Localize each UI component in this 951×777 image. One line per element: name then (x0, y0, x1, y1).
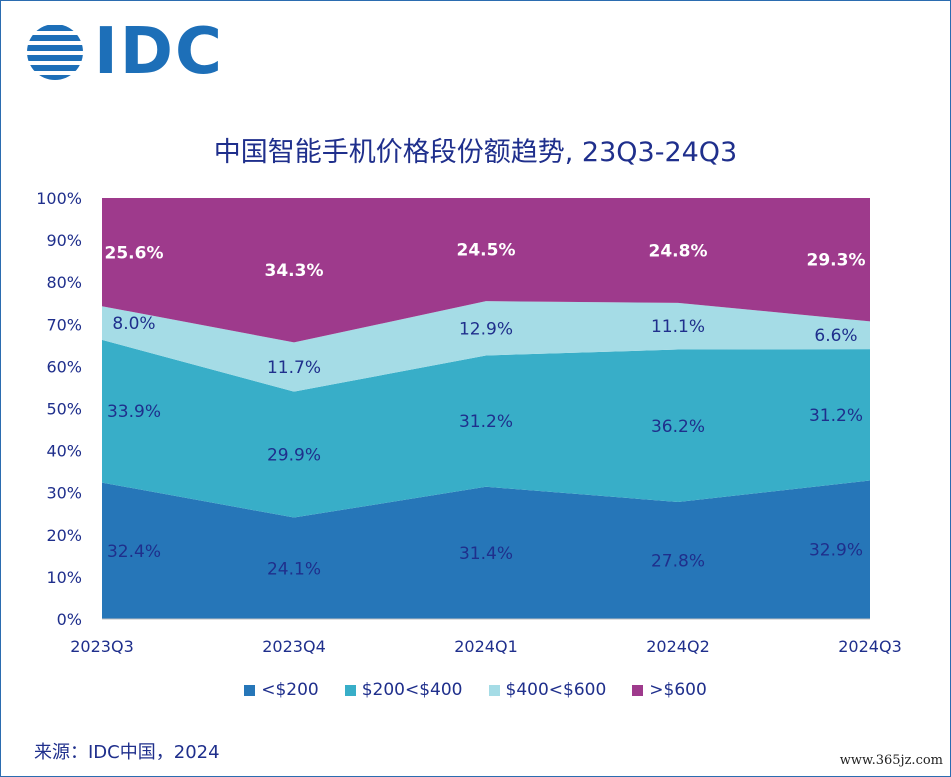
x-tick-label: 2024Q2 (646, 637, 710, 656)
y-tick-label: 30% (46, 484, 82, 503)
legend-swatch (244, 684, 256, 696)
y-tick-label: 90% (46, 231, 82, 250)
data-label: 12.9% (459, 319, 513, 339)
area-series-2 (102, 301, 870, 392)
x-tick-label: 2024Q1 (454, 637, 518, 656)
data-label: 31.2% (809, 406, 863, 426)
y-tick-label: 60% (46, 357, 82, 376)
chart-legend: <$200 $200<$400 $400<$600 >$600 (0, 680, 951, 700)
data-label: 24.8% (649, 242, 708, 262)
data-label: 11.1% (651, 317, 705, 337)
legend-item: $200<$400 (344, 680, 463, 700)
y-tick-label: 0% (57, 610, 82, 629)
logo-text: IDC (94, 15, 224, 89)
data-label: 31.4% (459, 544, 513, 564)
data-label: 31.2% (459, 412, 513, 432)
area-series-0 (102, 480, 870, 619)
area-series-1 (102, 339, 870, 518)
data-label: 27.8% (651, 551, 705, 571)
x-tick-label: 2023Q3 (70, 637, 134, 656)
data-label: 11.7% (267, 358, 321, 378)
legend-item: >$600 (632, 680, 707, 700)
data-label: 6.6% (814, 326, 857, 346)
y-tick-label: 80% (46, 273, 82, 292)
data-label: 33.9% (107, 402, 161, 422)
data-label: 36.2% (651, 417, 705, 437)
legend-swatch (488, 684, 500, 696)
data-label: 24.5% (457, 241, 516, 261)
y-tick-label: 50% (46, 400, 82, 419)
data-label: 24.1% (267, 559, 321, 579)
legend-item: <$200 (244, 680, 319, 700)
idc-globe-icon (27, 25, 83, 80)
y-tick-label: 10% (46, 568, 82, 587)
area-series-3 (102, 198, 870, 343)
data-label: 25.6% (105, 243, 164, 263)
data-label: 32.4% (107, 542, 161, 562)
y-tick-label: 70% (46, 315, 82, 334)
x-tick-label: 2024Q3 (838, 637, 902, 656)
y-tick-label: 100% (36, 189, 82, 208)
legend-label: $200<$400 (361, 680, 463, 700)
data-label: 8.0% (112, 314, 155, 334)
legend-label: <$200 (261, 680, 319, 700)
legend-label: $400<$600 (505, 680, 607, 700)
watermark: www.365jz.com (839, 753, 943, 768)
data-label: 34.3% (265, 261, 324, 281)
y-tick-label: 40% (46, 442, 82, 461)
x-tick-label: 2023Q4 (262, 637, 326, 656)
legend-swatch (344, 684, 356, 696)
source-note: 来源：IDC中国，2024 (34, 742, 220, 763)
legend-label: >$600 (649, 680, 707, 700)
data-label: 32.9% (809, 541, 863, 561)
data-label: 29.3% (807, 251, 866, 271)
y-tick-label: 20% (46, 526, 82, 545)
legend-item: $400<$600 (488, 680, 607, 700)
chart-title: 中国智能手机价格段份额趋势, 23Q3-24Q3 (213, 137, 738, 168)
idc-logo: IDC (26, 15, 224, 89)
legend-swatch (632, 684, 644, 696)
data-label: 29.9% (267, 446, 321, 466)
